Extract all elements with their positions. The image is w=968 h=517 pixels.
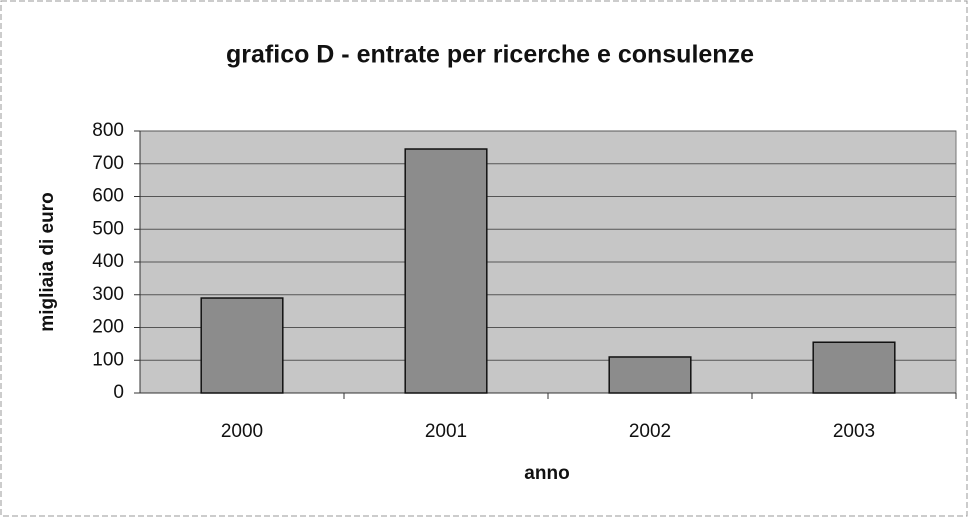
y-tick-label: 700 bbox=[92, 153, 124, 174]
x-tick-label: 2001 bbox=[425, 421, 467, 442]
y-tick-label: 200 bbox=[92, 317, 124, 338]
x-tick-label: 2002 bbox=[629, 421, 671, 442]
chart-title: grafico D - entrate per ricerche e consu… bbox=[226, 41, 754, 69]
bar bbox=[608, 356, 692, 394]
bar bbox=[200, 297, 284, 394]
y-tick-label: 300 bbox=[92, 284, 124, 305]
x-axis-title: anno bbox=[524, 463, 569, 484]
x-tick-label: 2000 bbox=[221, 421, 263, 442]
x-tick-label: 2003 bbox=[833, 421, 875, 442]
y-tick-label: 800 bbox=[92, 120, 124, 141]
y-tick-label: 400 bbox=[92, 251, 124, 272]
bar bbox=[404, 148, 488, 394]
y-tick-label: 600 bbox=[92, 186, 124, 207]
y-tick-label: 500 bbox=[92, 218, 124, 239]
y-axis-title: migliaia di euro bbox=[37, 192, 58, 331]
y-tick-label: 0 bbox=[113, 382, 124, 403]
bar bbox=[812, 341, 896, 394]
y-tick-label: 100 bbox=[92, 349, 124, 370]
